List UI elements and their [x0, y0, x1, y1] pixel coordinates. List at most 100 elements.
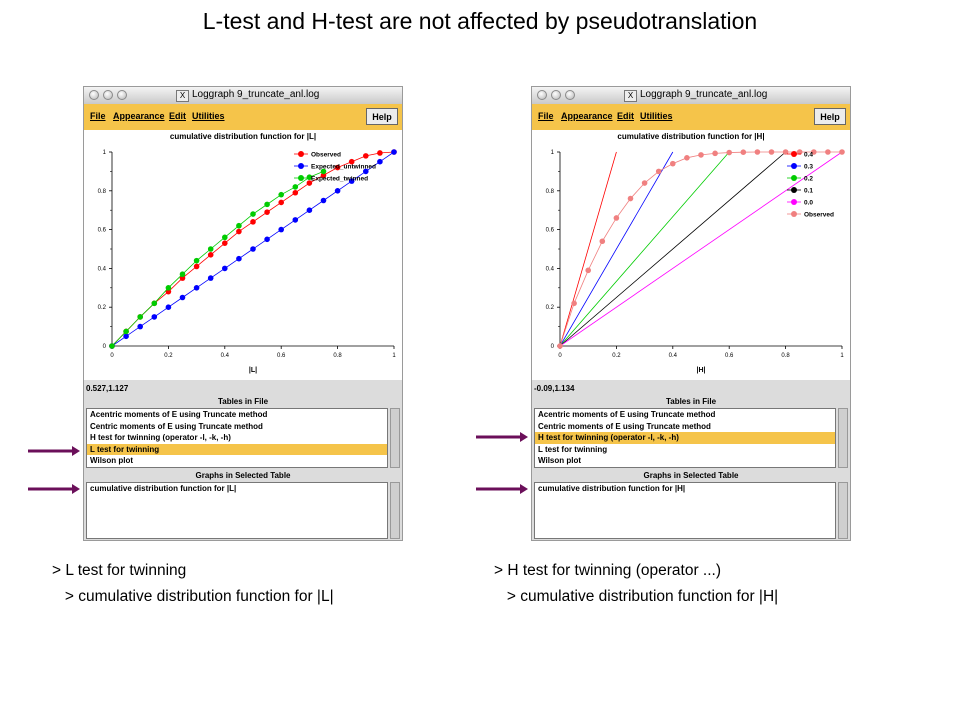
graph-list-item[interactable]: cumulative distribution function for |L|: [90, 484, 237, 493]
menu-file[interactable]: File: [538, 111, 554, 121]
data-point: [123, 333, 129, 340]
table-list-item-selected[interactable]: H test for twinning (operator -l, -k, -h…: [535, 432, 835, 444]
data-point: [236, 228, 242, 235]
table-list-item[interactable]: Acentric moments of E using Truncate met…: [90, 410, 268, 419]
legend-label: 0.4: [804, 152, 813, 159]
data-point: [278, 199, 284, 206]
menu-edit[interactable]: Edit: [169, 111, 186, 121]
data-point: [712, 150, 718, 157]
x-tick-label: 0.2: [164, 353, 173, 359]
x-tick-label: 0: [558, 353, 562, 359]
data-point: [348, 178, 355, 184]
y-tick-label: 1: [103, 150, 107, 156]
table-list-item[interactable]: Acentric moments of E using Truncate met…: [538, 410, 716, 419]
title-bar[interactable]: X Loggraph 9_truncate_anl.log: [532, 87, 850, 105]
data-point: [627, 195, 634, 202]
data-point: [250, 246, 256, 252]
graphs-scrollbar[interactable]: [390, 482, 400, 539]
menu-utilities[interactable]: Utilities: [192, 111, 225, 121]
data-point: [250, 219, 256, 225]
data-point: [179, 275, 186, 281]
data-point: [207, 275, 214, 281]
caption-right-line2: > cumulative distribution function for |…: [494, 588, 779, 605]
x-tick-label: 1: [392, 353, 396, 359]
legend-label: Expected_untwinned: [311, 164, 376, 171]
data-point: [193, 285, 200, 291]
legend-label: 0.3: [804, 164, 813, 171]
data-point: [292, 189, 299, 196]
data-point: [222, 234, 228, 241]
data-point: [825, 149, 831, 155]
data-point: [698, 152, 704, 158]
data-point: [165, 288, 172, 295]
y-tick-label: 0: [103, 344, 107, 350]
data-point: [264, 209, 270, 215]
close-window-button[interactable]: [89, 90, 99, 100]
data-point: [320, 197, 327, 204]
data-point: [222, 240, 228, 246]
legend-label: 0.2: [804, 176, 813, 183]
table-list-item[interactable]: H test for twinning (operator -l, -k, -h…: [90, 433, 231, 442]
cursor-coordinates: 0.527,1.127: [86, 384, 129, 393]
y-tick-label: 1: [551, 150, 555, 156]
legend-label: Expected_twinned: [311, 176, 368, 183]
data-point: [363, 168, 369, 175]
data-point: [151, 300, 158, 307]
help-button[interactable]: Help: [366, 108, 398, 125]
zoom-window-button[interactable]: [565, 90, 575, 100]
data-point: [207, 246, 214, 252]
plot-area[interactable]: cumulative distribution function for |H|…: [532, 130, 850, 380]
data-point: [193, 257, 200, 264]
close-window-button[interactable]: [537, 90, 547, 100]
table-list-item[interactable]: Wilson plot: [538, 456, 582, 465]
y-tick-label: 0.2: [98, 305, 107, 311]
data-point: [165, 285, 172, 291]
menu-appearance[interactable]: Appearance: [561, 111, 613, 121]
y-tick-label: 0.4: [546, 266, 555, 272]
x11-icon: X: [176, 90, 189, 102]
graphs-scrollbar[interactable]: [838, 482, 848, 539]
y-tick-label: 0.6: [98, 228, 107, 234]
tables-list: Acentric moments of E using Truncate met…: [534, 408, 836, 468]
table-list-item[interactable]: L test for twinning: [538, 444, 608, 454]
graph-list-item[interactable]: cumulative distribution function for |H|: [538, 484, 686, 493]
slide-title: L-test and H-test are not affected by ps…: [202, 8, 758, 34]
data-point: [684, 155, 690, 161]
zoom-window-button[interactable]: [117, 90, 127, 100]
legend-marker: [791, 187, 797, 193]
pointer-arrow-icon: [28, 446, 80, 456]
table-list-item[interactable]: Wilson plot: [90, 456, 134, 465]
pointer-arrow-icon: [476, 484, 528, 494]
title-bar[interactable]: X Loggraph 9_truncate_anl.log: [84, 87, 402, 105]
y-tick-label: 0.4: [98, 266, 107, 272]
legend-label: 0.1: [804, 188, 813, 195]
x-tick-label: 0.6: [277, 353, 286, 359]
data-point: [236, 222, 242, 229]
series-line: [560, 151, 674, 347]
plot-area[interactable]: cumulative distribution function for |L|…: [84, 130, 402, 380]
data-point: [236, 255, 242, 262]
data-point: [557, 343, 563, 349]
data-point: [306, 174, 313, 181]
menu-appearance[interactable]: Appearance: [113, 111, 165, 121]
data-point: [250, 211, 256, 217]
data-point: [348, 158, 355, 165]
graph-title: cumulative distribution function for |H|: [617, 132, 765, 141]
menu-utilities[interactable]: Utilities: [640, 111, 673, 121]
help-button[interactable]: Help: [814, 108, 846, 125]
table-list-item[interactable]: Centric moments of E using Truncate meth…: [90, 421, 263, 431]
pointer-arrow-icon: [28, 484, 80, 494]
data-point: [320, 168, 327, 175]
tables-scrollbar[interactable]: [390, 408, 400, 468]
data-point: [768, 149, 775, 155]
table-list-item-selected[interactable]: L test for twinning: [87, 443, 387, 455]
minimize-window-button[interactable]: [103, 90, 113, 100]
tables-scrollbar[interactable]: [838, 408, 848, 468]
minimize-window-button[interactable]: [551, 90, 561, 100]
menu-edit[interactable]: Edit: [617, 111, 634, 121]
data-point: [377, 158, 383, 165]
y-tick-label: 0.8: [546, 189, 555, 195]
x-tick-label: 0.4: [669, 353, 678, 359]
table-list-item[interactable]: Centric moments of E using Truncate meth…: [538, 421, 711, 431]
menu-file[interactable]: File: [90, 111, 106, 121]
